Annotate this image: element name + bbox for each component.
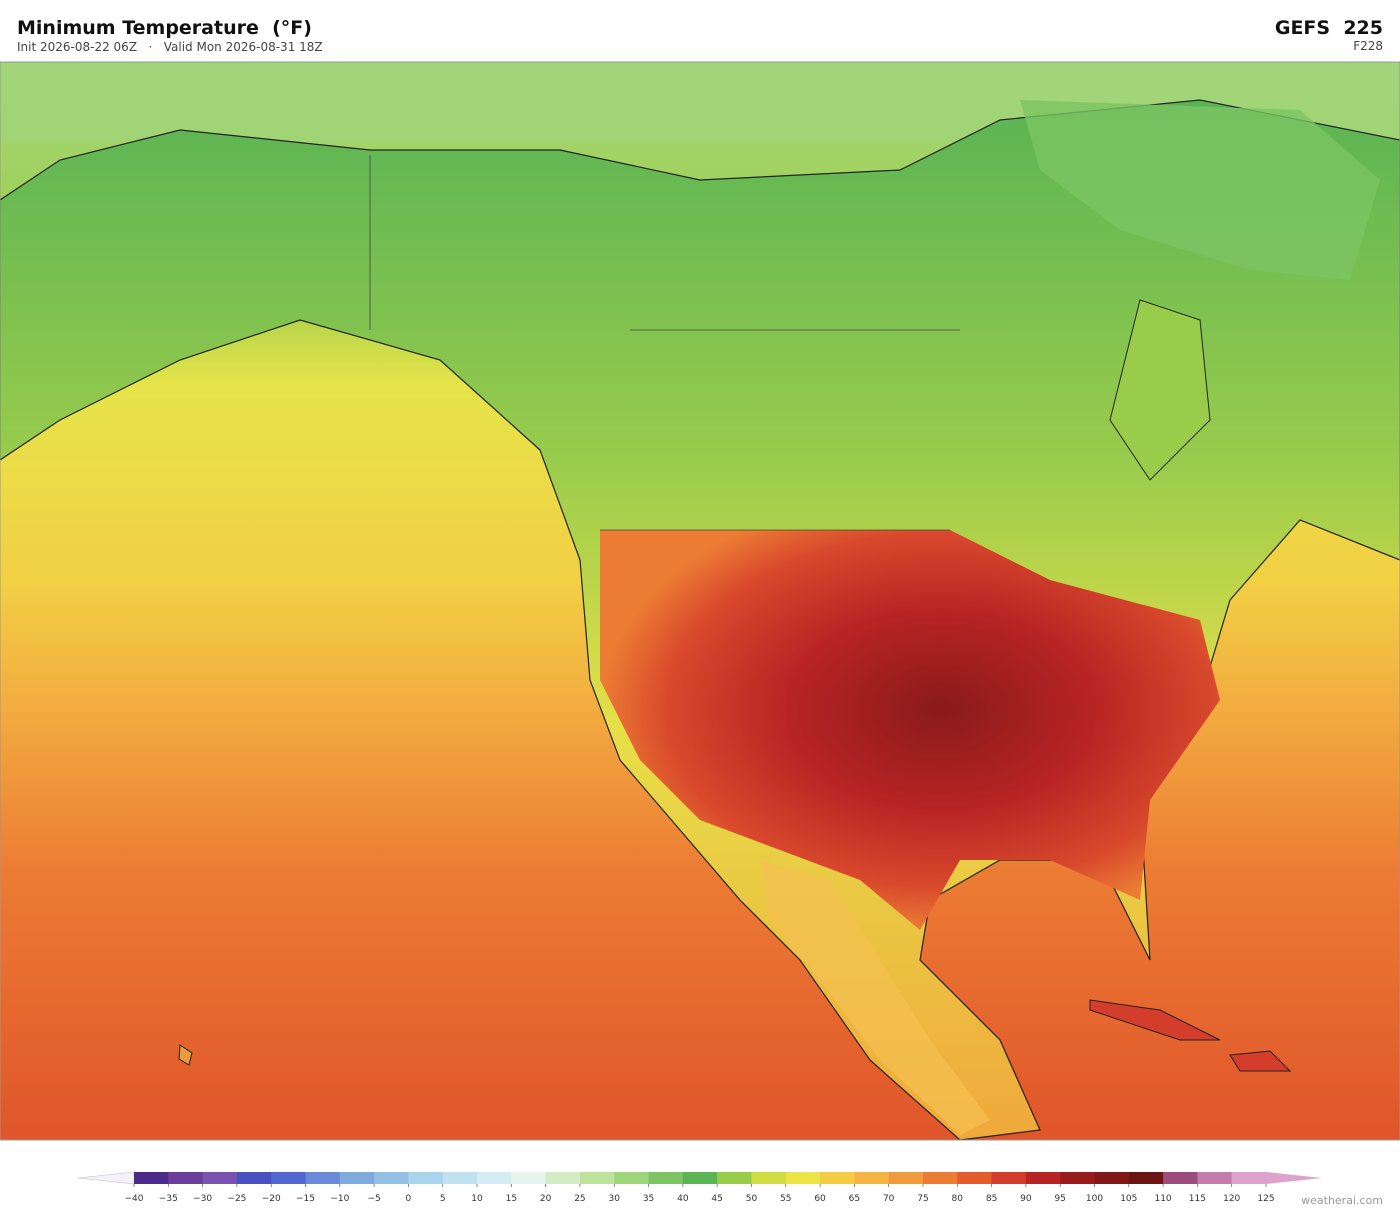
- hudson-bay: [1109, 299, 1211, 481]
- colorbar-segment: [1060, 1172, 1095, 1184]
- colorbar-tick-label: −20: [262, 1194, 281, 1204]
- forecast-hour: F228: [1353, 39, 1383, 53]
- colorbar-tick-label: 0: [406, 1194, 412, 1204]
- hawaii: [178, 1044, 193, 1066]
- colorbar-segment: [717, 1172, 752, 1184]
- colorbar-segment: [820, 1172, 855, 1184]
- colorbar-segment: [1094, 1172, 1130, 1184]
- colorbar-tick-label: 55: [780, 1194, 791, 1204]
- colorbar-under: [77, 1171, 135, 1185]
- colorbar-tick-label: 120: [1223, 1194, 1240, 1204]
- colorbar-segment: [648, 1172, 684, 1184]
- caribbean: [1089, 999, 1292, 1072]
- colorbar-segment: [202, 1172, 238, 1184]
- colorbar-segment: [374, 1172, 409, 1184]
- colorbar-segment: [1197, 1172, 1233, 1184]
- colorbar-tick-label: 10: [471, 1194, 483, 1204]
- colorbar-segment: [305, 1172, 341, 1184]
- colorbar-segment: [339, 1172, 375, 1184]
- borders: [369, 155, 960, 531]
- colorbar-tick-label: 50: [746, 1194, 758, 1204]
- colorbar-tick-label: 125: [1257, 1194, 1274, 1204]
- colorbar-segment: [682, 1172, 718, 1184]
- colorbar-over: [1266, 1172, 1322, 1184]
- colorbar-tick-label: 65: [849, 1194, 860, 1204]
- colorbar-segment: [922, 1172, 958, 1184]
- colorbar-segment: [1025, 1172, 1061, 1184]
- colorbar-segment: [854, 1172, 890, 1184]
- colorbar-segment: [271, 1172, 307, 1184]
- map-frame: [0, 61, 1400, 1141]
- colorbar-tick-label: 115: [1189, 1194, 1206, 1204]
- subtitle: Init 2026-08-22 06Z · Valid Mon 2026-08-…: [17, 40, 323, 54]
- colorbar-tick-label: 5: [440, 1194, 446, 1204]
- colorbar-segment: [579, 1172, 615, 1184]
- colorbar-segment: [888, 1172, 924, 1184]
- colorbar-tick-label: 90: [1020, 1194, 1032, 1204]
- colorbar-segment: [785, 1172, 821, 1184]
- colorbar-tick-label: 70: [883, 1194, 895, 1204]
- title: Minimum Temperature (°F): [17, 17, 312, 39]
- colorbar-tick-label: 20: [540, 1194, 552, 1204]
- colorbar-segment: [991, 1172, 1027, 1184]
- colorbar-segment: [168, 1172, 204, 1184]
- colorbar-tick-label: 25: [574, 1194, 585, 1204]
- colorbar-segment: [442, 1172, 478, 1184]
- colorbar-tick-label: −10: [330, 1194, 349, 1204]
- colorbar-tick-label: 95: [1054, 1194, 1065, 1204]
- united-states: [600, 530, 1220, 930]
- colorbar-segment: [134, 1172, 169, 1184]
- colorbar-tick-label: 60: [814, 1194, 826, 1204]
- colorbar-tick-label: −30: [193, 1194, 212, 1204]
- header: Minimum Temperature (°F) Init 2026-08-22…: [17, 17, 1383, 54]
- colorbar-tick-label: 30: [609, 1194, 621, 1204]
- colorbar-tick-label: 100: [1086, 1194, 1103, 1204]
- colorbar-segment: [1231, 1172, 1267, 1184]
- colorbar-segment: [1128, 1172, 1164, 1184]
- colorbar-tick-label: 45: [711, 1194, 722, 1204]
- colorbar-tick-label: 110: [1154, 1194, 1171, 1204]
- colorbar-tick-label: 75: [917, 1194, 928, 1204]
- colorbar-tick-label: 35: [643, 1194, 654, 1204]
- arctic-islands: [1020, 100, 1380, 280]
- colorbar-tick-label: 40: [677, 1194, 689, 1204]
- colorbar-tick-label: 85: [986, 1194, 997, 1204]
- colorbar-segment: [236, 1172, 272, 1184]
- mexico-highlands: [760, 860, 990, 1135]
- model: GEFS 225: [1275, 17, 1383, 39]
- colorbar-tick-label: −5: [367, 1194, 380, 1204]
- colorbar-tick-label: −25: [227, 1194, 246, 1204]
- colorbar-tick-label: 15: [506, 1194, 517, 1204]
- colorbar-segment: [408, 1172, 444, 1184]
- map: [0, 61, 1400, 1141]
- colorbar-segment: [751, 1172, 787, 1184]
- colorbar: −40 −35 −30 −25 −20 −15 −10 −5 0 5 10 15 20 25 30 35 40 4…: [77, 1171, 1322, 1204]
- colorbar-tick-label: 80: [952, 1194, 964, 1204]
- colorbar-segment: [545, 1172, 581, 1184]
- colorbar-tick-label: 105: [1120, 1194, 1137, 1204]
- colorbar-segment: [477, 1172, 512, 1184]
- credit: weatherai.com: [1301, 1194, 1383, 1207]
- colorbar-tick-label: −40: [125, 1194, 144, 1204]
- colorbar-segment: [511, 1172, 547, 1184]
- colorbar-tick-label: −35: [159, 1194, 178, 1204]
- colorbar-segment: [1163, 1172, 1198, 1184]
- colorbar-segment: [957, 1172, 993, 1184]
- colorbar-segment: [614, 1172, 650, 1184]
- colorbar-tick-label: −15: [296, 1194, 315, 1204]
